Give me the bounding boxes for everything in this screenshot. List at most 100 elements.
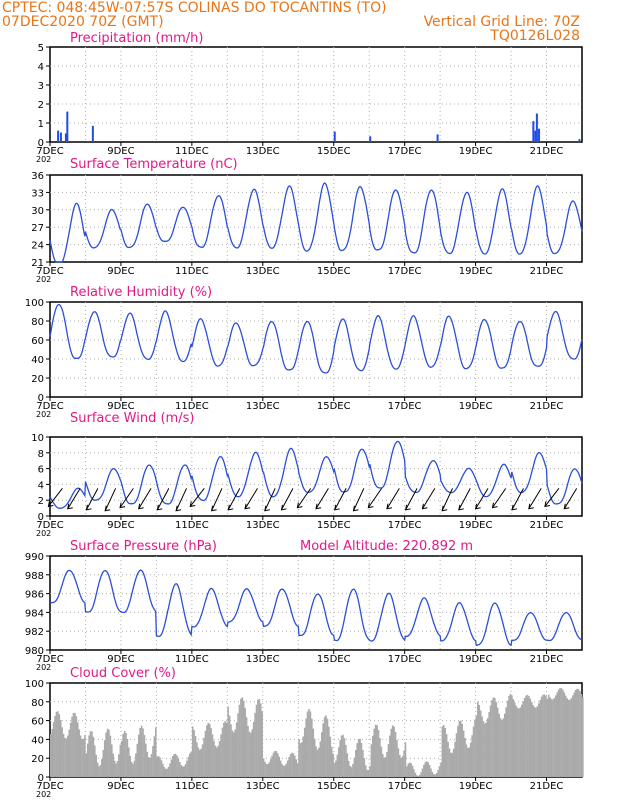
cloud-bar xyxy=(450,752,452,777)
cloud-bar xyxy=(289,754,292,777)
cloud-bar xyxy=(132,763,134,777)
cloud-bar xyxy=(406,766,408,777)
cloud-bar xyxy=(72,712,75,777)
cloud-bar xyxy=(562,689,564,777)
cloud-bar xyxy=(231,730,234,777)
wind-arrow xyxy=(334,488,347,511)
cloud-bar xyxy=(543,694,546,777)
y-tick-label: 40 xyxy=(31,355,44,366)
cloud-bar xyxy=(464,738,466,777)
cloud-bar xyxy=(381,753,384,777)
cloud-bar xyxy=(398,755,401,777)
cloud-bar xyxy=(206,725,208,777)
x-tick-label: 15DEC xyxy=(317,401,351,412)
cloud-bar xyxy=(119,744,122,777)
x-tick-label: 21DEC xyxy=(530,520,564,531)
cloud-bar xyxy=(559,688,561,777)
x-tick-label: 17DEC xyxy=(388,781,422,792)
x-tick-label: 9DEC xyxy=(107,401,134,412)
y-tick-label: 30 xyxy=(31,206,44,217)
cloud-bar xyxy=(492,697,495,777)
cloud-bar xyxy=(503,713,506,777)
cloud-bar xyxy=(465,744,468,777)
cloud-bar xyxy=(86,743,89,777)
cloud-bar xyxy=(319,741,322,777)
x-tick-label: 9DEC xyxy=(107,520,134,531)
cloud-bar xyxy=(538,703,540,777)
cloud-bar xyxy=(207,722,210,777)
cloud-bar xyxy=(74,712,76,777)
cloud-bar xyxy=(553,697,556,777)
cloud-bar xyxy=(359,738,361,777)
x-tick-label: 15DEC xyxy=(317,146,351,157)
x-tick-label: 9DEC xyxy=(107,781,134,792)
cloud-bar xyxy=(204,730,207,777)
y-tick-label: 984 xyxy=(25,608,44,619)
cloud-bar xyxy=(213,740,215,777)
cloud-bar xyxy=(89,731,92,777)
x-tick-label: 7DEC xyxy=(36,781,63,792)
cloud-bar xyxy=(152,746,154,777)
precip-bar xyxy=(534,130,537,142)
cloud-bar xyxy=(475,715,478,777)
cloud-bar xyxy=(96,762,99,777)
cloud-bar xyxy=(61,727,63,777)
cloud-bar xyxy=(227,706,229,777)
cloud-bar xyxy=(407,763,410,777)
cloud-bar xyxy=(305,718,307,777)
cloud-bar xyxy=(451,752,454,777)
cloud-bar xyxy=(154,727,157,777)
wind-arrow-head xyxy=(334,504,340,511)
cloud-bar xyxy=(414,772,417,777)
cloud-bar xyxy=(469,742,472,777)
cloud-bar xyxy=(149,757,151,777)
wind-arrow-head xyxy=(264,505,270,512)
cloud-bar xyxy=(245,717,248,777)
cloud-bar xyxy=(136,743,139,777)
cloud-bar xyxy=(489,705,492,777)
cloud-bar xyxy=(394,731,397,777)
cloud-bar xyxy=(274,750,276,777)
cloud-bar xyxy=(494,698,496,777)
cloud-bar xyxy=(315,746,317,777)
y-tick-label: 21 xyxy=(31,258,44,269)
x-tick-label: 21DEC xyxy=(530,146,564,157)
cloud-bar xyxy=(555,695,557,777)
y-tick-label: 2 xyxy=(38,100,44,111)
cloud-bar xyxy=(336,754,339,777)
precip-bar xyxy=(64,133,67,142)
cloud-bar xyxy=(434,774,437,777)
cloud-bar xyxy=(279,760,282,777)
panel-6: 0 20 40 60 80 100 7DEC 9DEC 11DEC 13DEC 15DEC 17DEC… xyxy=(25,666,584,799)
x-tick-label: 19DEC xyxy=(459,654,493,665)
cloud-bar xyxy=(369,766,371,777)
cloud-bar xyxy=(335,760,337,777)
cloud-bar xyxy=(478,704,481,777)
cloud-bar xyxy=(472,726,475,777)
wind-arrow-head xyxy=(544,501,551,508)
cloud-bar xyxy=(240,698,242,777)
series-line xyxy=(49,440,583,509)
cloud-bar xyxy=(299,743,302,777)
wind-arrow xyxy=(458,488,471,511)
cloud-bar xyxy=(452,748,455,777)
cloud-bar xyxy=(129,755,132,777)
y-tick-label: 36 xyxy=(31,171,44,182)
cloud-bar xyxy=(516,707,519,777)
cloud-bar xyxy=(272,752,275,777)
cloud-bar xyxy=(325,715,327,777)
cloud-bar xyxy=(174,753,177,777)
cloud-bar xyxy=(400,757,403,777)
cloud-bar xyxy=(128,747,130,777)
cloud-bar xyxy=(498,713,500,777)
cloud-bar xyxy=(235,722,238,777)
cloud-bar xyxy=(574,689,577,777)
cloud-bar xyxy=(267,763,269,777)
x-year-label: 202 xyxy=(36,529,51,538)
panel-frame xyxy=(49,301,583,398)
cloud-bar xyxy=(106,728,109,777)
cloud-bar xyxy=(484,723,486,777)
cloud-bar xyxy=(556,692,559,777)
cloud-bar xyxy=(386,752,388,777)
cloud-bar xyxy=(474,719,476,777)
